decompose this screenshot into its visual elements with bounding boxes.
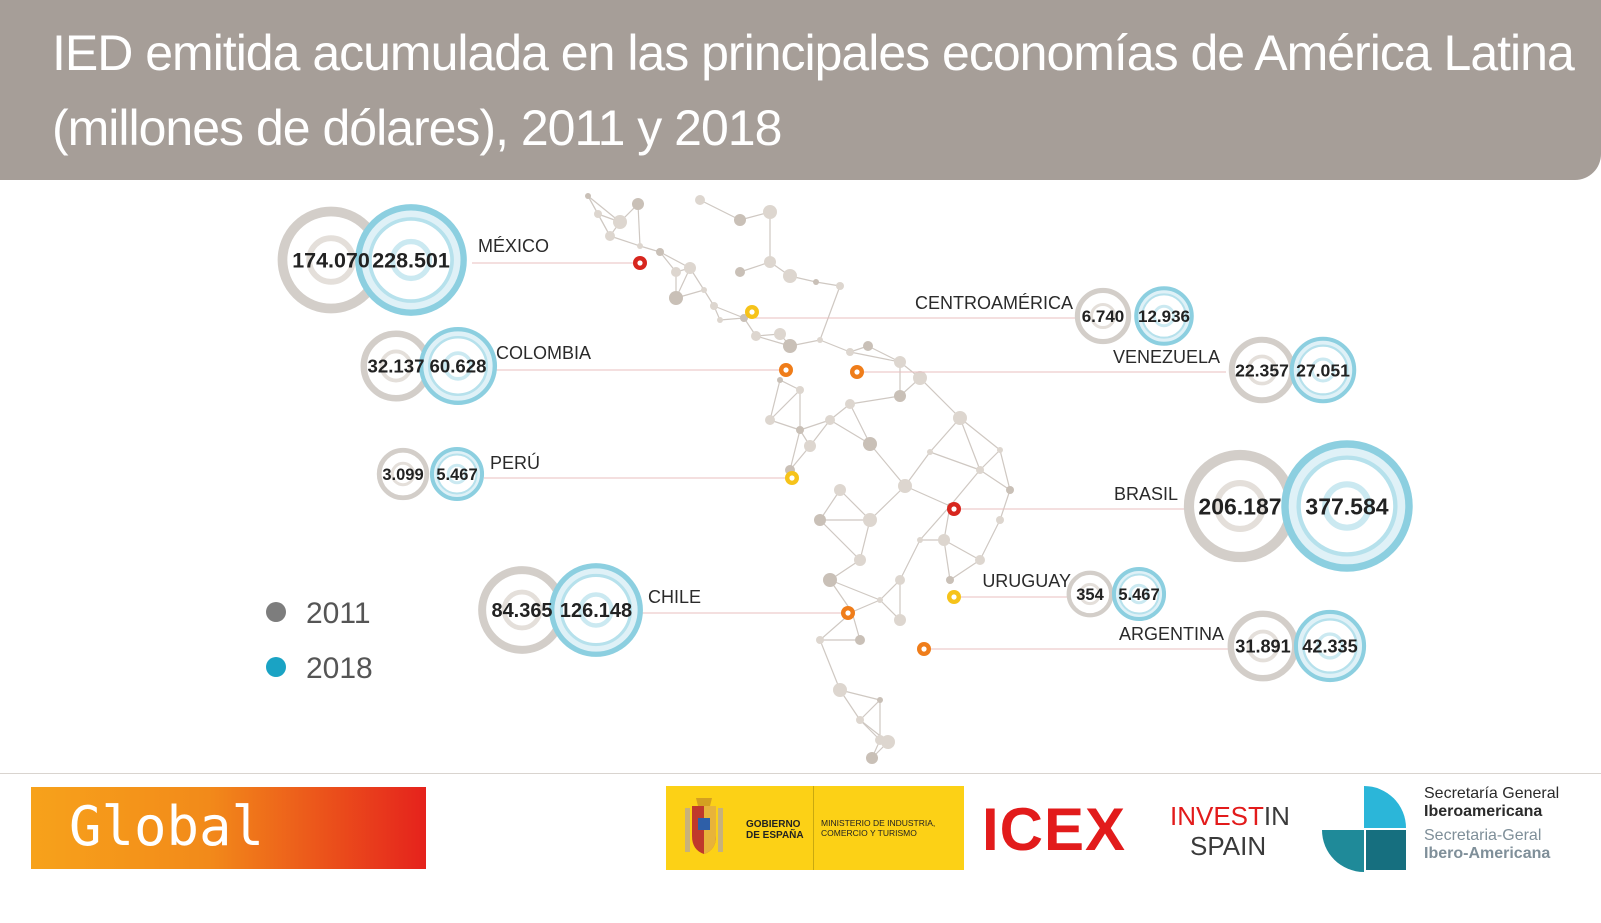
spain-text: SPAIN xyxy=(1190,831,1267,861)
value-2011-argentina: 31.891 xyxy=(1235,637,1290,657)
gob-separator xyxy=(813,786,814,870)
country-label-chile: CHILE xyxy=(648,587,701,607)
value-2018-mexico: 228.501 xyxy=(372,249,450,273)
bubble-group-uruguay: 354 5.467 URUGUAY xyxy=(982,566,1167,622)
legend-label-2011: 2011 xyxy=(306,597,371,630)
global-latam-logo: Global LATAM xyxy=(31,787,426,922)
country-label-venezuela: VENEZUELA xyxy=(1113,347,1220,367)
page-title: IED emitida acumulada en las principales… xyxy=(52,25,1575,156)
country-label-brasil: BRASIL xyxy=(1114,484,1178,504)
leader-lines xyxy=(472,256,1230,656)
value-2018-uruguay: 5.467 xyxy=(1118,586,1159,604)
gobierno-text: GOBIERNO DE ESPAÑA xyxy=(746,819,804,841)
ministerio-text: MINISTERIO DE INDUSTRIA, COMERCIO Y TURI… xyxy=(821,818,936,838)
value-2018-argentina: 42.335 xyxy=(1302,637,1357,657)
bubble-2011-centroamerica xyxy=(1074,287,1132,345)
icex-logo: ICEX xyxy=(982,796,1127,863)
country-label-colombia: COLOMBIA xyxy=(496,343,591,363)
segib-pt-line2: Ibero-Americana xyxy=(1424,845,1551,862)
value-2011-brasil: 206.187 xyxy=(1198,493,1281,519)
in-text: IN xyxy=(1263,801,1290,831)
legend-label-2018: 2018 xyxy=(306,652,373,685)
value-2018-chile: 126.148 xyxy=(560,600,632,622)
legend-dot-2011 xyxy=(266,602,286,622)
chart-canvas: 174.070 228.501 MÉXICO 6.740 12.936 CENTROAMÉ… xyxy=(266,193,1413,764)
segib-logo-icon xyxy=(1322,786,1406,872)
value-2011-centroamerica: 6.740 xyxy=(1082,307,1125,326)
segib-es-line1: Secretaría General xyxy=(1424,785,1560,802)
bubble-group-brasil: 206.187 377.584 BRASIL xyxy=(1114,440,1413,572)
country-label-argentina: ARGENTINA xyxy=(1119,624,1224,644)
bubble-group-venezuela: 22.357 27.051 VENEZUELA xyxy=(1113,336,1357,404)
legend: 2011 2018 xyxy=(266,597,373,685)
segib-text: Secretaría General Iberoamericana Secret… xyxy=(1424,785,1594,863)
value-2011-peru: 3.099 xyxy=(382,466,423,484)
value-2018-brasil: 377.584 xyxy=(1305,493,1388,519)
value-2011-uruguay: 354 xyxy=(1076,586,1104,604)
country-label-peru: PERÚ xyxy=(490,452,540,473)
bubble-group-colombia: 32.137 60.628 COLOMBIA xyxy=(360,326,591,406)
value-2018-centroamerica: 12.936 xyxy=(1138,307,1190,326)
gobierno-espana-logo: GOBIERNO DE ESPAÑA MINISTERIO DE INDUSTR… xyxy=(666,786,964,870)
global-latam-text: Global LATAM xyxy=(69,795,265,922)
segib-pt-line1: Secretaria-Geral xyxy=(1424,827,1542,844)
bubble-group-centroamerica: 6.740 12.936 CENTROAMÉRICA xyxy=(915,286,1194,346)
coat-of-arms-icon xyxy=(685,798,723,854)
country-label-mexico: MÉXICO xyxy=(478,236,549,256)
map-network xyxy=(585,193,1014,764)
value-2011-mexico: 174.070 xyxy=(292,249,370,273)
segib-es-line2: Iberoamericana xyxy=(1424,803,1543,820)
bubble-2011-uruguay xyxy=(1066,570,1114,618)
value-2011-colombia: 32.137 xyxy=(368,356,425,377)
bubble-group-argentina: 31.891 42.335 ARGENTINA xyxy=(1119,609,1367,683)
invest-in-spain-logo: INVESTIN SPAIN xyxy=(1170,801,1290,861)
value-2018-peru: 5.467 xyxy=(436,466,477,484)
invest-text: INVEST xyxy=(1170,801,1264,831)
value-2011-venezuela: 22.357 xyxy=(1235,360,1289,380)
bubble-group-mexico: 174.070 228.501 MÉXICO xyxy=(277,204,549,316)
value-2018-venezuela: 27.051 xyxy=(1296,360,1350,380)
legend-dot-2018 xyxy=(266,657,286,677)
value-2011-chile: 84.365 xyxy=(491,600,552,622)
country-label-centroamerica: CENTROAMÉRICA xyxy=(915,293,1073,313)
value-2018-colombia: 60.628 xyxy=(430,356,487,377)
country-label-uruguay: URUGUAY xyxy=(982,571,1071,591)
header-banner: IED emitida acumulada en las principales… xyxy=(0,0,1601,180)
bubble-group-peru: 3.099 5.467 PERÚ xyxy=(376,446,540,502)
bubble-group-chile: 84.365 126.148 CHILE xyxy=(478,563,701,657)
bubble-groups: 174.070 228.501 MÉXICO 6.740 12.936 CENTROAMÉ… xyxy=(277,204,1413,683)
bubble-2011-peru xyxy=(376,447,430,501)
footer-divider xyxy=(0,773,1601,774)
